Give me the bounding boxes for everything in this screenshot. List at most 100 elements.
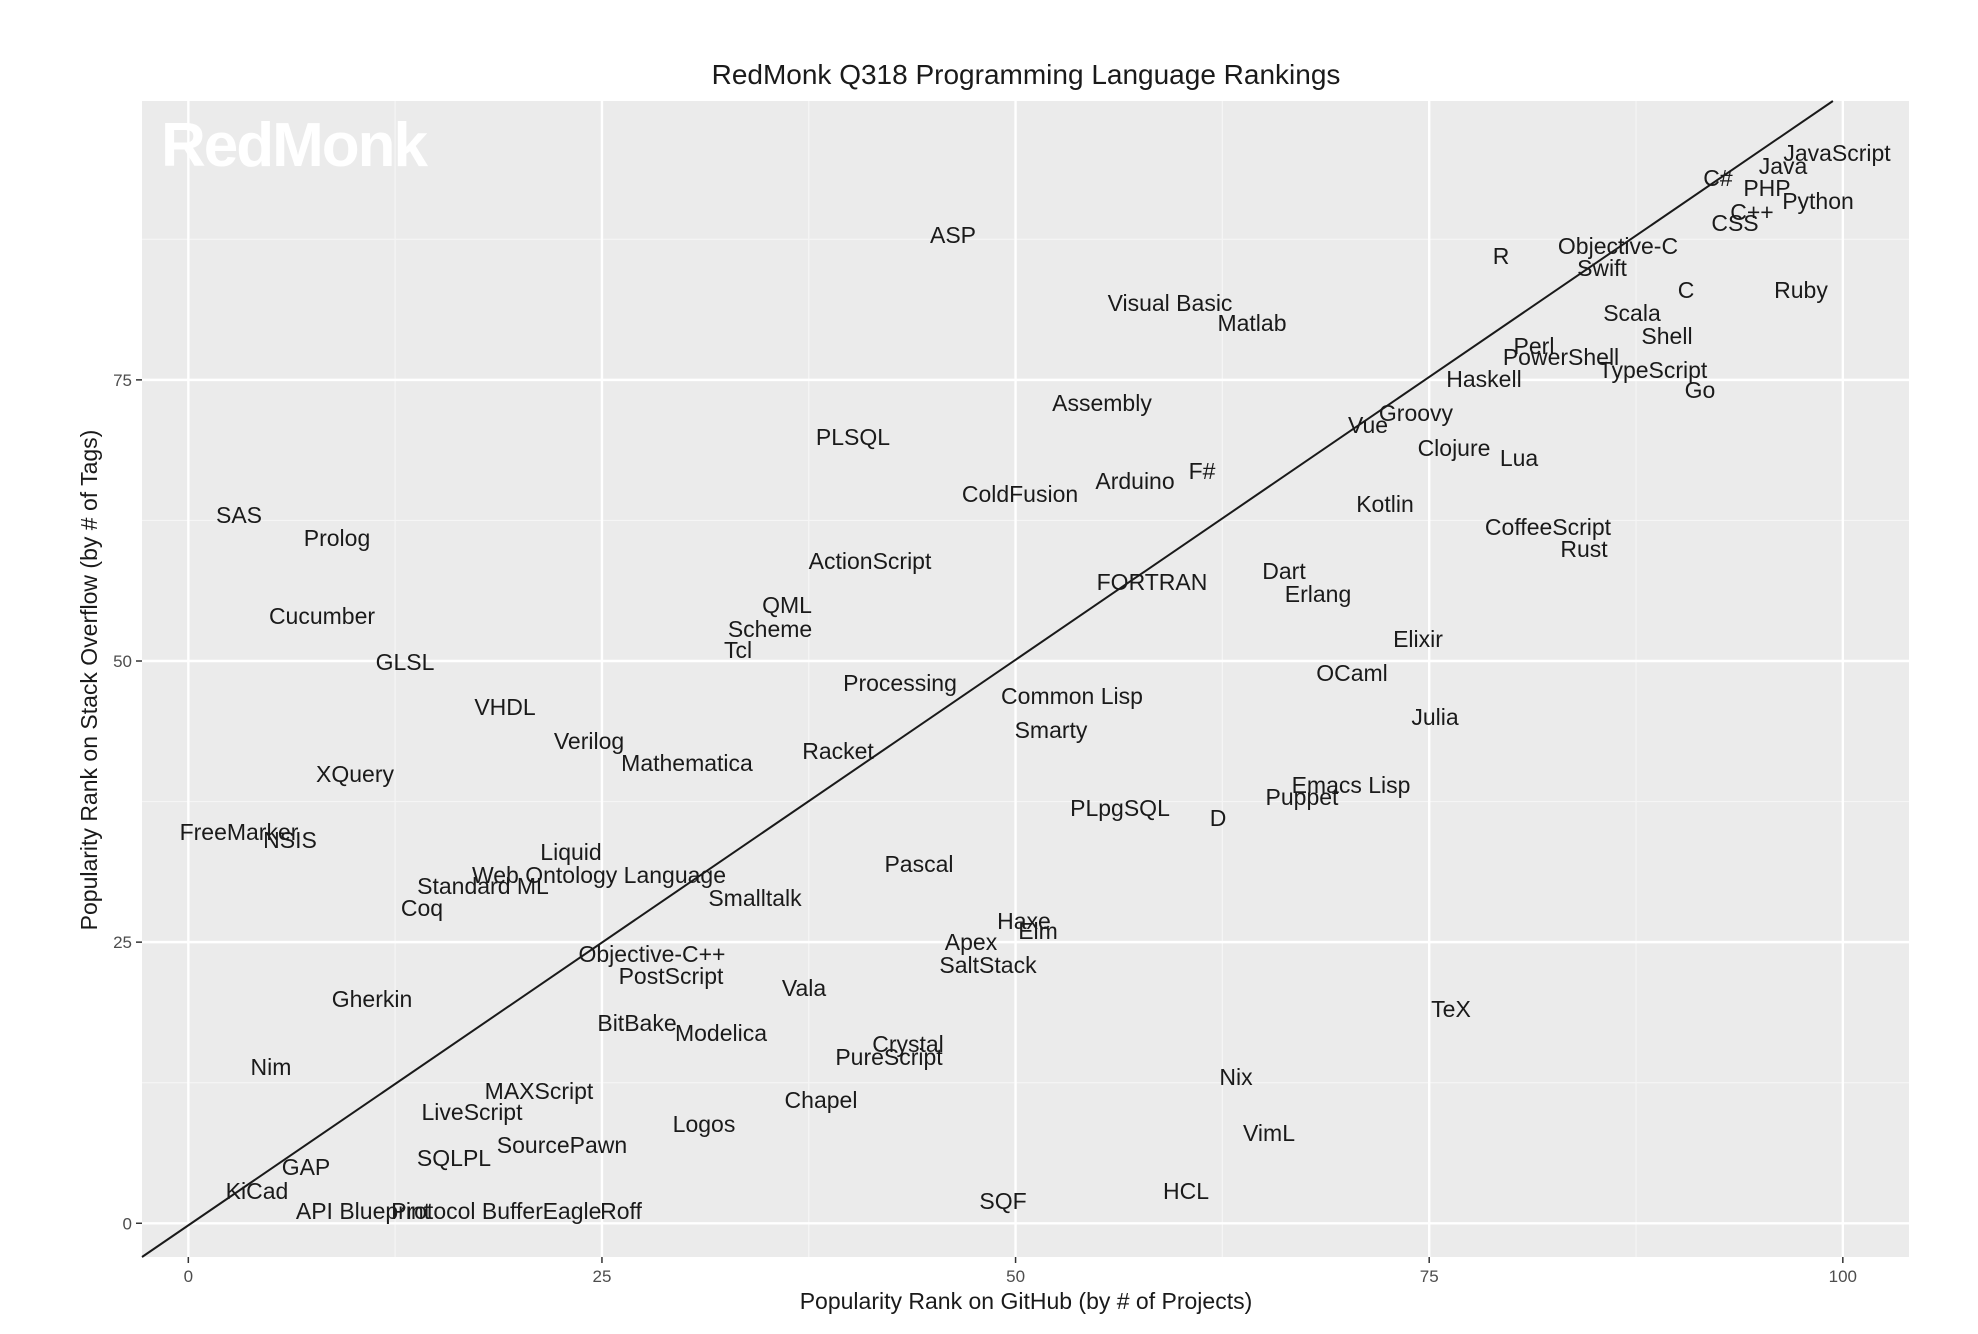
point-label: Java (1759, 153, 1808, 179)
point-label: PostScript (619, 963, 724, 989)
point-label: Racket (802, 738, 874, 764)
point-label: Nim (251, 1054, 292, 1080)
reference-line (141, 100, 1834, 1258)
point-label: Web Ontology Language (472, 862, 726, 888)
point-label: Scheme (728, 616, 812, 642)
x-tick-label: 75 (1420, 1267, 1439, 1286)
x-tick-label: 25 (592, 1267, 611, 1286)
point-label: Prolog (304, 525, 370, 551)
point-label: Eagle (543, 1198, 602, 1224)
point-label: C++ (1730, 199, 1773, 225)
point-label: PureScript (835, 1044, 943, 1070)
point-label: Visual Basic (1108, 290, 1233, 316)
point-label: SAS (216, 502, 262, 528)
point-label: Clojure (1418, 435, 1491, 461)
point-label: FreeMarker (180, 819, 299, 845)
y-tick-label: 75 (113, 371, 132, 390)
point-label: BitBake (597, 1010, 676, 1036)
point-label: TypeScript (1599, 357, 1708, 383)
point-label: Objective-C (1558, 233, 1678, 259)
point-label: Elm (1018, 918, 1058, 944)
redmonk-watermark: RedMonk (161, 111, 429, 180)
point-label: Modelica (675, 1020, 767, 1046)
point-label: R (1493, 243, 1510, 269)
point-label: MAXScript (485, 1078, 594, 1104)
y-axis-ticks: 0 25 50 75 (113, 371, 142, 1233)
point-label: CoffeeScript (1485, 514, 1612, 540)
point-label: Pascal (884, 851, 953, 877)
chart-title: RedMonk Q318 Programming Language Rankin… (712, 59, 1341, 90)
point-label: Protocol Buffer (391, 1198, 543, 1224)
point-label: Shell (1641, 323, 1692, 349)
point-label: F# (1189, 458, 1216, 484)
point-label: ASP (930, 222, 976, 248)
point-label: Smarty (1015, 717, 1088, 743)
point-label: Haskell (1446, 366, 1521, 392)
y-tick-label: 50 (113, 652, 132, 671)
point-label: FORTRAN (1097, 569, 1208, 595)
point-label: LiveScript (422, 1099, 524, 1125)
y-axis-title: Popularity Rank on Stack Overflow (by # … (76, 430, 102, 931)
point-label: Crystal (872, 1031, 944, 1057)
point-label: VimL (1243, 1120, 1295, 1146)
point-label: Rust (1560, 536, 1608, 562)
point-label: Arduino (1095, 468, 1174, 494)
panel-background (142, 101, 1909, 1257)
y-tick-label: 0 (123, 1214, 132, 1233)
grid-minor (142, 101, 1909, 1257)
x-axis-title: Popularity Rank on GitHub (by # of Proje… (800, 1288, 1253, 1314)
x-tick-label: 50 (1006, 1267, 1025, 1286)
y-tick-label: 25 (113, 933, 132, 952)
point-label: Nix (1219, 1064, 1253, 1090)
point-label: XQuery (316, 761, 394, 787)
point-label: GAP (282, 1154, 331, 1180)
point-label: Swift (1577, 255, 1627, 281)
point-label: PowerShell (1503, 344, 1619, 370)
point-label: Ruby (1774, 277, 1828, 303)
point-label: Gherkin (332, 986, 413, 1012)
point-label: D (1210, 805, 1227, 831)
point-label: Roff (600, 1198, 642, 1224)
point-label: Objective-C++ (578, 941, 725, 967)
point-label: Scala (1603, 300, 1661, 326)
point-label: VHDL (474, 694, 536, 720)
point-label: ColdFusion (962, 481, 1078, 507)
point-label: OCaml (1316, 660, 1388, 686)
point-label: C (1678, 277, 1695, 303)
point-label: Common Lisp (1001, 683, 1143, 709)
point-label: Liquid (540, 839, 601, 865)
x-axis-ticks: 0 25 50 75 100 (184, 1257, 1857, 1286)
point-label: GLSL (376, 649, 435, 675)
point-label: Lua (1500, 445, 1539, 471)
point-label: Groovy (1379, 400, 1454, 426)
point-label: Emacs Lisp (1292, 772, 1411, 798)
point-label: Coq (401, 895, 443, 921)
point-label: Vue (1348, 412, 1388, 438)
point-label: Verilog (554, 728, 624, 754)
point-label: Kotlin (1356, 491, 1414, 517)
point-label: Cucumber (269, 603, 375, 629)
point-label: TeX (1431, 996, 1471, 1022)
point-label: Python (1782, 188, 1854, 214)
x-tick-label: 0 (184, 1267, 193, 1286)
point-label: Mathematica (621, 750, 753, 776)
point-label: Dart (1262, 558, 1306, 584)
point-label: Vala (782, 975, 827, 1001)
point-label: Elixir (1393, 626, 1443, 652)
grid-major (142, 101, 1909, 1257)
point-label: Julia (1411, 704, 1459, 730)
point-label: PLSQL (816, 424, 890, 450)
point-label: Tcl (724, 637, 752, 663)
point-label: CSS (1711, 210, 1758, 236)
point-label: SQLPL (417, 1145, 491, 1171)
point-label: SQF (979, 1188, 1026, 1214)
point-label: QML (762, 592, 812, 618)
point-label: PLpgSQL (1070, 795, 1170, 821)
point-label: Haxe (997, 908, 1051, 934)
point-label: Apex (945, 929, 998, 955)
point-label: Perl (1514, 333, 1555, 359)
point-label: Logos (673, 1111, 736, 1137)
point-label: Puppet (1266, 784, 1340, 810)
point-label: Smalltalk (708, 885, 802, 911)
